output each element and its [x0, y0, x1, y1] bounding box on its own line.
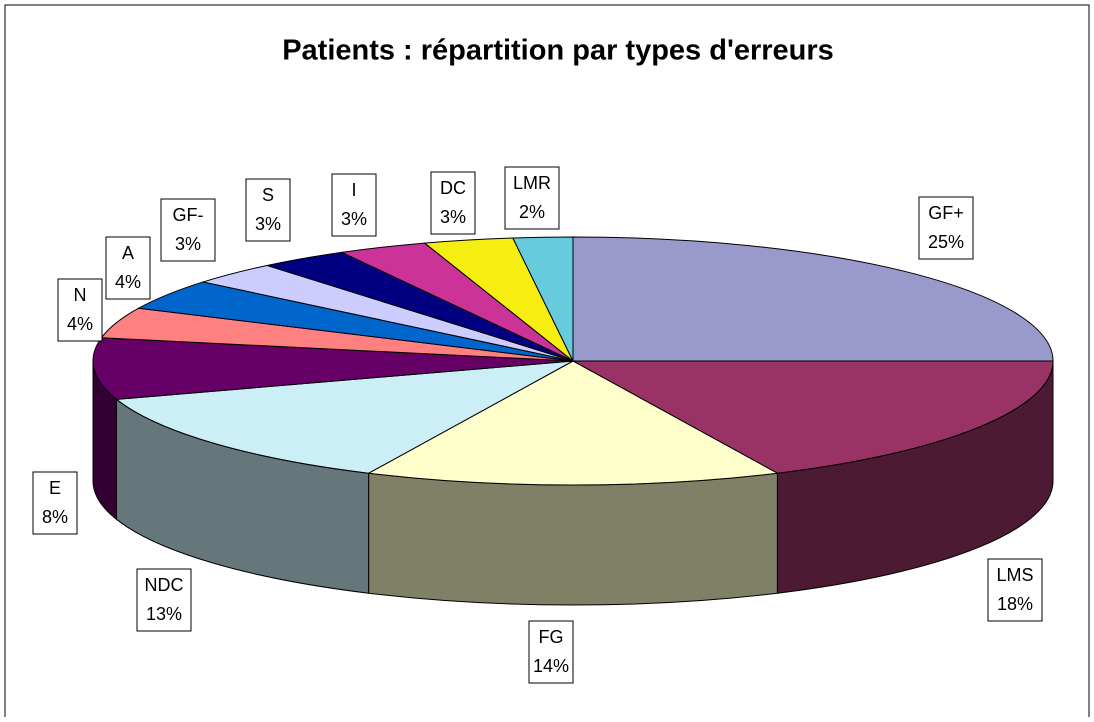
value-label: 14% — [533, 656, 569, 676]
category-label: LMS — [996, 565, 1033, 585]
label-box — [987, 558, 1043, 622]
category-label: A — [122, 243, 134, 263]
label-box — [331, 173, 377, 237]
label-box — [105, 236, 151, 300]
category-label: FG — [539, 627, 564, 647]
label-box — [57, 278, 103, 342]
label-box — [160, 198, 216, 262]
category-label: GF+ — [928, 203, 964, 223]
category-label: S — [262, 185, 274, 205]
value-label: 2% — [519, 202, 545, 222]
label-box — [504, 166, 560, 230]
category-label: LMR — [513, 173, 551, 193]
category-label: E — [49, 478, 61, 498]
label-box — [32, 471, 78, 535]
value-label: 13% — [146, 604, 182, 624]
slice — [92, 337, 574, 400]
slice — [512, 236, 574, 362]
label-box — [528, 620, 574, 684]
label-box — [430, 171, 476, 235]
category-label: N — [74, 285, 87, 305]
slice — [367, 360, 779, 486]
value-label: 4% — [67, 314, 93, 334]
value-label: 3% — [175, 234, 201, 254]
label-box — [136, 568, 192, 632]
category-label: I — [351, 180, 356, 200]
value-label: 3% — [255, 214, 281, 234]
value-label: 3% — [341, 209, 367, 229]
category-label: DC — [440, 178, 466, 198]
value-label: 18% — [997, 594, 1033, 614]
slice — [572, 236, 1054, 362]
value-label: 25% — [928, 232, 964, 252]
category-label: NDC — [145, 575, 184, 595]
label-box — [918, 196, 974, 260]
value-label: 3% — [440, 207, 466, 227]
category-label: GF- — [173, 205, 204, 225]
value-label: 8% — [42, 507, 68, 527]
slice-side — [368, 472, 778, 606]
slice — [115, 360, 574, 474]
label-box — [245, 178, 291, 242]
slice — [572, 360, 1054, 474]
value-label: 4% — [115, 272, 141, 292]
chart-title: Patients : répartition par types d'erreu… — [282, 35, 834, 67]
